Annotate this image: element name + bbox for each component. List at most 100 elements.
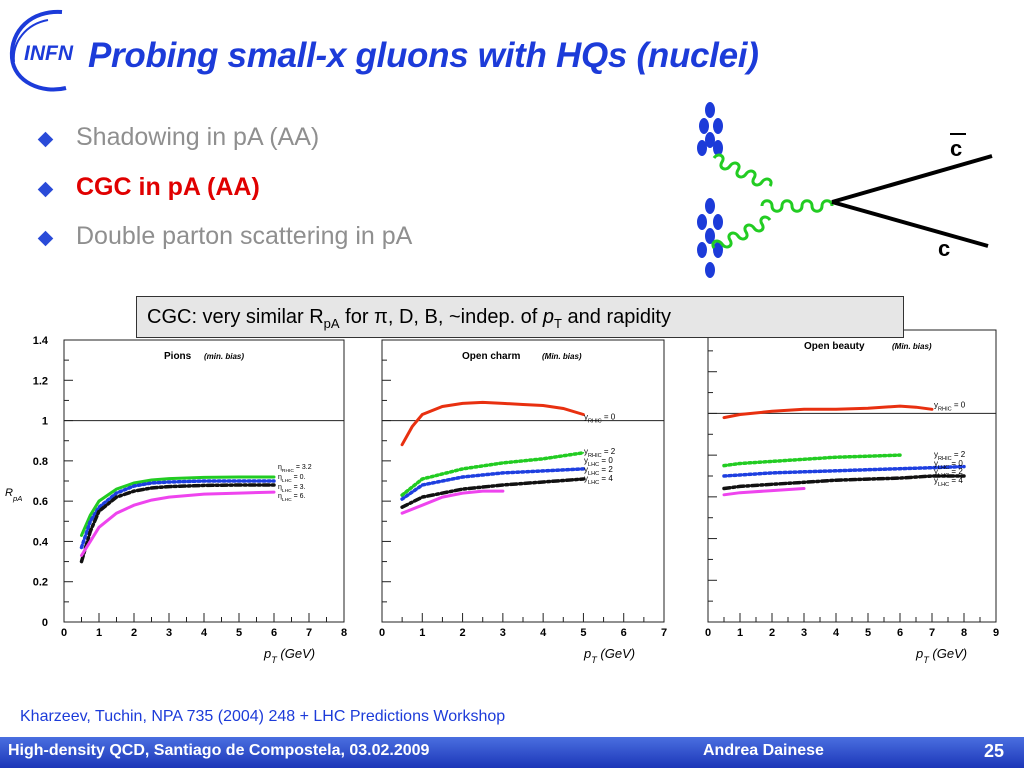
bullet-icon — [37, 181, 54, 198]
data-point-2 — [723, 475, 725, 477]
x-tick-label: 1 — [737, 627, 743, 639]
chart-title: Open beauty — [804, 341, 865, 352]
data-point-0 — [98, 500, 100, 502]
x-tick-label: 5 — [865, 627, 871, 639]
data-point-2 — [542, 470, 544, 472]
data-point-1 — [739, 462, 741, 465]
x-tick-label: 2 — [131, 627, 137, 639]
series-line-3 — [722, 474, 966, 491]
y-axis-label: RpA — [5, 487, 22, 503]
bullet-double-parton: Double parton scattering in pA — [76, 222, 413, 250]
legend-entry-1: ηLHC = 0. — [278, 474, 306, 484]
data-point-3 — [542, 481, 544, 483]
data-point-1 — [168, 481, 170, 483]
data-point-0 — [723, 416, 725, 419]
data-point-1 — [150, 482, 153, 484]
x-tick-label: 0 — [705, 627, 711, 639]
x-tick-label: 9 — [993, 627, 999, 639]
footer-author: Andrea Dainese — [703, 742, 824, 759]
data-point-2 — [582, 468, 585, 470]
data-point-0 — [915, 406, 917, 408]
bullet-shadowing: Shadowing in pA (AA) — [76, 123, 320, 151]
x-tick-label: 3 — [500, 627, 506, 639]
data-point-0 — [803, 408, 805, 411]
data-point-1 — [835, 456, 837, 459]
data-point-1 — [115, 492, 118, 494]
data-point-3 — [401, 506, 403, 508]
data-point-2 — [835, 469, 837, 472]
x-tick-label: 1 — [96, 627, 102, 639]
data-point-2 — [771, 472, 773, 474]
legend-entry-3: yLHC = 2 — [934, 467, 963, 479]
series-line-3 — [400, 477, 586, 509]
x-tick-label: 5 — [236, 627, 242, 639]
data-point-3 — [133, 504, 135, 506]
series-line-1 — [79, 479, 276, 550]
data-point-1 — [273, 480, 275, 482]
legend-entry-0: ηRHIC = 3.2 — [278, 464, 312, 474]
callout-sub-t: T — [554, 316, 562, 331]
data-point-0 — [867, 407, 869, 410]
data-point-3 — [835, 479, 837, 481]
data-point-1 — [461, 468, 464, 470]
data-point-2 — [80, 560, 83, 563]
data-point-2 — [115, 496, 118, 498]
data-point-1 — [421, 478, 424, 480]
data-point-1 — [723, 464, 725, 467]
logo-text: INFN — [24, 42, 74, 65]
legend-entry-1: yRHIC = 2 — [584, 447, 616, 459]
data-point-2 — [168, 485, 170, 488]
x-tick-label: 7 — [929, 627, 935, 639]
data-point-0 — [89, 514, 92, 517]
chart-subtitle: (Min. bias) — [892, 342, 932, 351]
chart-pions: 0 0.2 0.4 0.6 0.8 1 1.2 1.4 RpA 0 1 2 3 4 5 6 7 8 pT (GeV)… — [5, 335, 347, 665]
x-tick-label: 8 — [341, 627, 347, 639]
data-point-3 — [502, 484, 504, 486]
series-line-3 — [80, 490, 276, 557]
series-line-2 — [400, 467, 586, 501]
data-point-3 — [582, 478, 585, 480]
data-point-0 — [133, 482, 135, 484]
data-point-3 — [723, 487, 725, 490]
slide-title: Probing small-x gluons with HQs (nuclei) — [88, 36, 759, 75]
chart-subtitle: (min. bias) — [204, 352, 244, 361]
data-point-4 — [739, 491, 741, 494]
data-point-3 — [739, 485, 741, 488]
data-point-4 — [723, 493, 725, 496]
chart-subtitle: (Min. bias) — [542, 352, 582, 361]
data-point-3 — [461, 488, 464, 490]
data-point-0 — [461, 402, 464, 405]
data-point-2 — [502, 472, 504, 474]
data-point-0 — [168, 477, 170, 480]
infn-logo: INFN — [9, 9, 74, 92]
data-point-4 — [771, 489, 773, 492]
data-point-3 — [238, 492, 240, 494]
x-tick-label: 3 — [166, 627, 172, 639]
y-tick-label: 0.4 — [33, 536, 49, 548]
data-point-3 — [203, 493, 205, 495]
data-point-2 — [150, 487, 153, 489]
data-point-2 — [133, 490, 135, 492]
y-tick-label: 0 — [42, 617, 48, 629]
data-point-2 — [867, 468, 869, 471]
plot-frame — [381, 339, 665, 623]
data-point-1 — [203, 480, 205, 482]
x-tick-label: 8 — [961, 627, 967, 639]
gluon-fusion-diagram: c c — [697, 102, 993, 278]
data-point-3 — [80, 554, 83, 557]
data-point-0 — [931, 408, 933, 411]
data-point-0 — [522, 403, 524, 406]
data-point-1 — [771, 460, 773, 463]
chart-open-beauty: 0 1 2 3 4 5 6 7 8 9 pT (GeV) Open beauty (Min. bias)… — [705, 329, 999, 665]
series-line-0 — [80, 475, 276, 537]
legend-entry-2: yLHC = 0 — [584, 456, 613, 468]
data-point-4 — [441, 496, 444, 498]
series-line-4 — [400, 489, 505, 515]
y-tick-label: 1.2 — [33, 375, 48, 387]
data-point-0 — [115, 488, 118, 490]
data-point-3 — [963, 475, 965, 477]
legend-entry-4: yLHC = 4 — [584, 474, 613, 486]
data-point-2 — [273, 484, 275, 486]
y-tick-label: 0.6 — [33, 496, 48, 508]
data-point-3 — [899, 477, 901, 479]
